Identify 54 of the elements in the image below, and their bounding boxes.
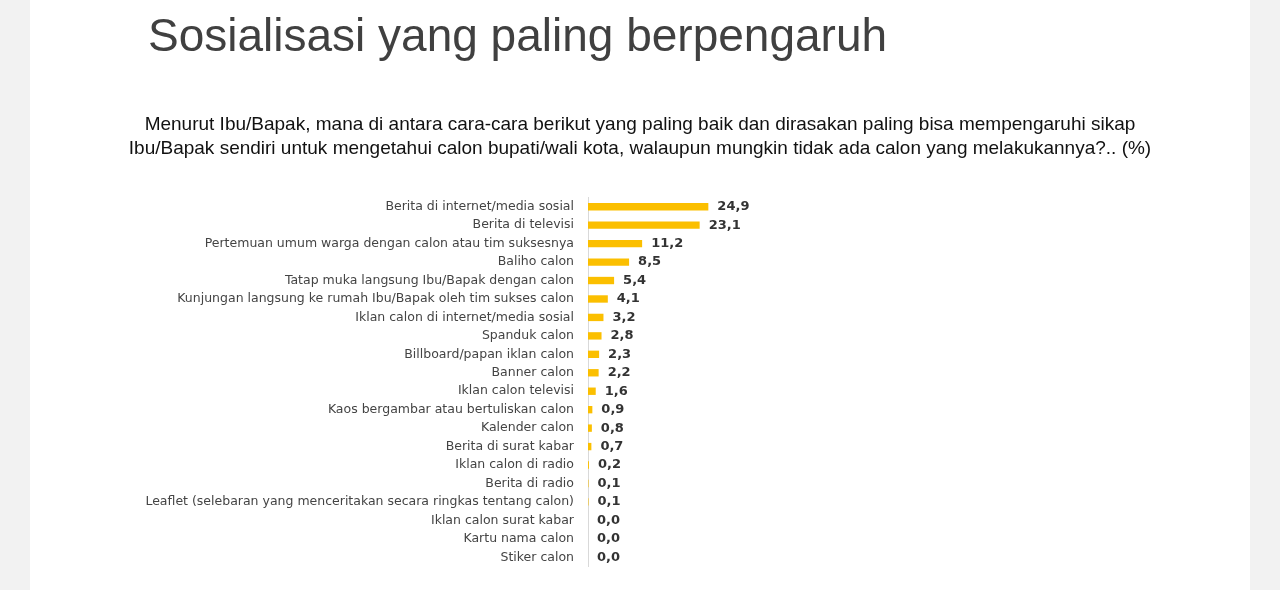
data-label: 3,2 [612,308,636,324]
bar [588,295,608,303]
bar [588,258,630,266]
y-tick-label: Iklan calon di internet/media sosial [355,308,574,324]
y-tick-label: Stiker calon [500,548,574,564]
bar [588,424,592,432]
bar [588,387,596,395]
data-label: 2,2 [607,364,631,380]
data-label: 2,3 [608,345,632,361]
data-label: 23,1 [708,216,741,232]
y-tick-label: Berita di televisi [472,216,574,232]
data-label: 5,4 [623,271,647,287]
bar [588,276,615,285]
y-tick-label: Billboard/papan iklan calon [404,345,574,361]
data-label: 0,0 [597,548,621,564]
y-tick-label: Banner calon [491,364,574,380]
data-label: 4,1 [616,290,640,306]
bar [588,203,709,211]
bar [588,313,604,322]
data-label: 0,2 [597,456,621,472]
data-label: 0,9 [601,401,625,417]
y-tick-label: Pertemuan umum warga dengan calon atau tim suksesnya [204,234,574,250]
y-tick-label: Kaos bergambar atau bertuliskan calon [327,400,574,416]
data-label: 24,9 [717,198,750,214]
y-tick-label: Kalender calon [480,419,574,435]
y-tick-label: Kunjungan langsung ke rumah Ibu/Bapak oleh tim sukses calon [177,290,574,306]
data-label: 0,7 [600,437,624,453]
y-tick-label: Iklan calon televisi [457,382,574,398]
data-label: 2,8 [610,327,634,343]
y-tick-label: Tatap muka langsung Ibu/Bapak dengan calon [283,271,574,287]
data-label: 0,1 [597,493,621,509]
y-tick-label: Baliho calon [497,253,574,269]
data-label: 0,0 [597,530,621,546]
bar [588,350,600,359]
data-label: 11,2 [651,235,684,250]
y-tick-label: Berita di radio [485,474,574,490]
chart-title: Sosialisasi yang paling berpengaruh [148,8,888,62]
data-label: 8,5 [638,253,662,269]
y-tick-label: Iklan calon surat kabar [430,511,575,527]
chart-subtitle: Menurut Ibu/Bapak, mana di antara cara-cara berikut yang paling baik dan dirasakan paling bisa mempengaruhi sikap Ibu/Bapak sendiri untuk mengetahui calon bupati/wali kota, walaupun mungkin tidak ada calon yang melakukannya?.. (%) [127,112,1153,160]
bar [588,239,643,248]
y-tick-label: Leaflet (selebaran yang menceritakan secara ringkas tentang calon) [145,493,574,509]
data-label: 0,0 [597,511,621,527]
bar [588,369,599,377]
bar [588,221,700,229]
data-label: 0,8 [600,419,624,435]
y-tick-label: Berita di surat kabar [445,437,575,453]
data-label: 0,1 [597,474,621,490]
y-tick-label: Berita di internet/media sosial [385,197,574,213]
bar [588,332,602,340]
y-tick-label: Spanduk calon [481,327,574,343]
data-label: 1,6 [604,382,628,398]
y-tick-label: Kartu nama calon [463,530,574,546]
y-tick-label: Iklan calon di radio [455,456,574,472]
